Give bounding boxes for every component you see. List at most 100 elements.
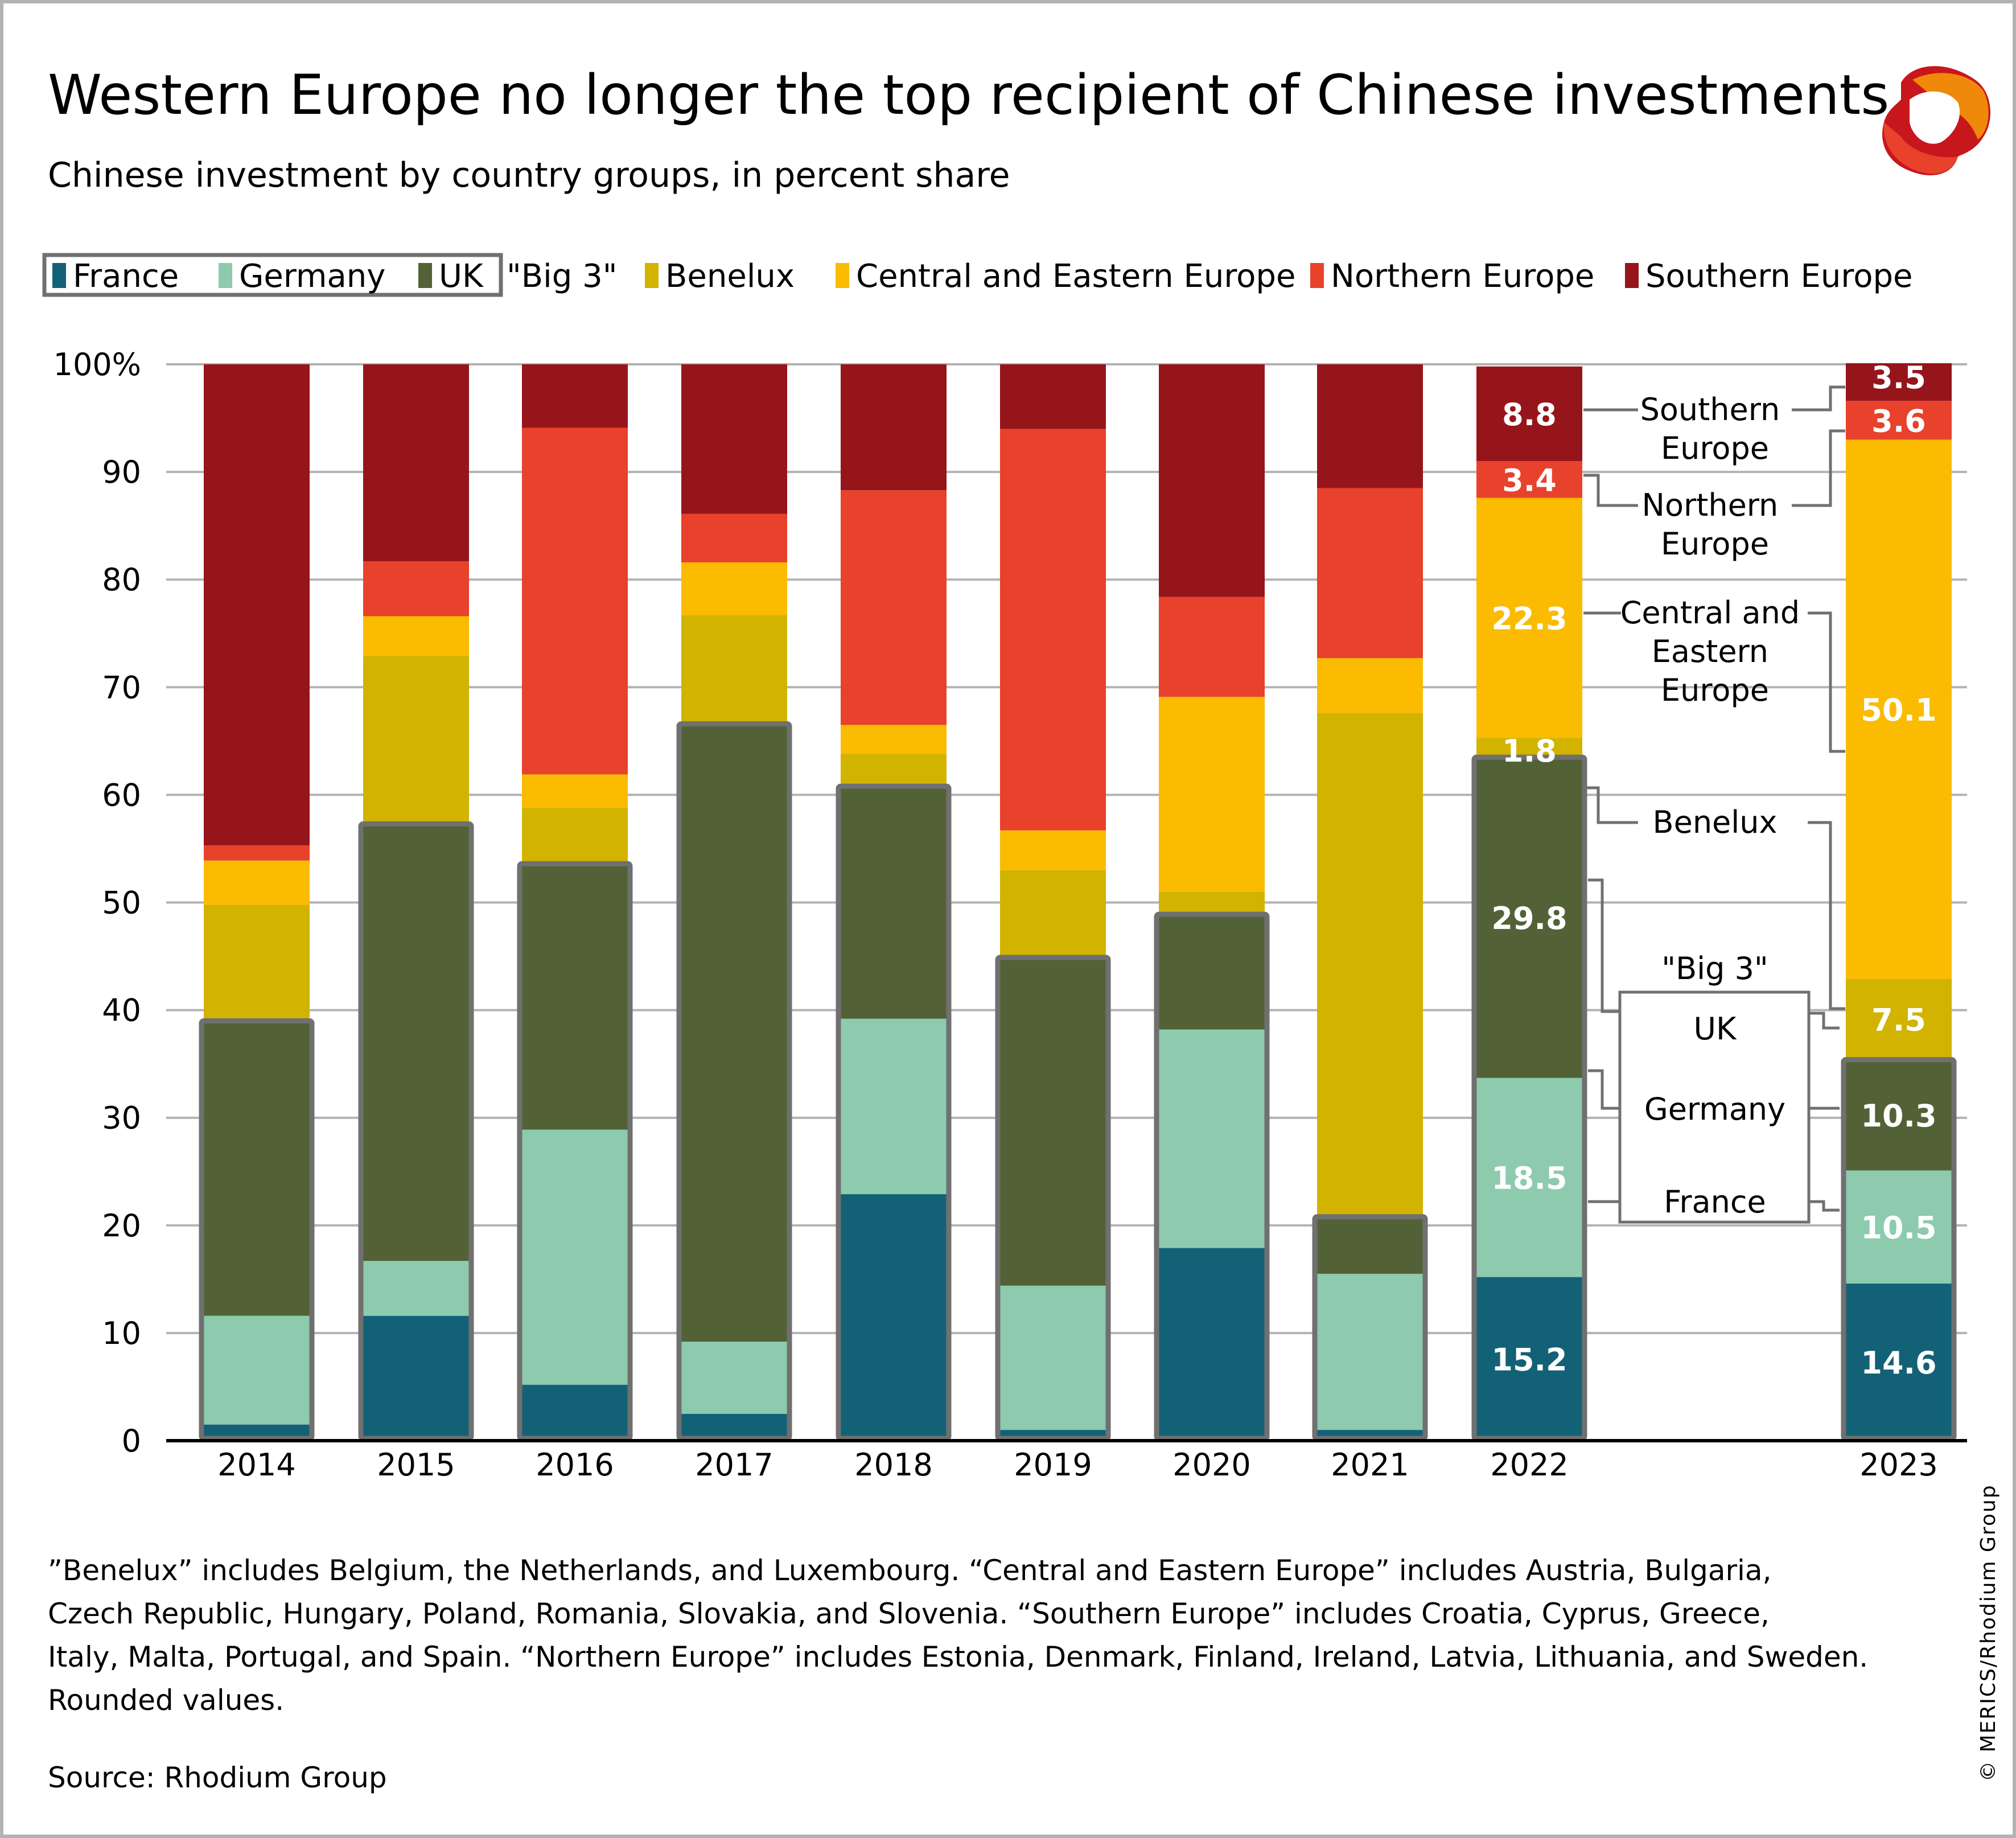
bar-segment-benelux [1000, 870, 1106, 957]
bar-segment-southern-europe [522, 364, 628, 428]
bar-segment-germany [522, 1129, 628, 1385]
bar-segment-germany [1476, 1078, 1582, 1277]
legend-item-southern-europe: Southern Europe [1625, 258, 1912, 295]
data-label: 3.6 [1871, 403, 1926, 439]
bar-segment-uk [1000, 957, 1106, 1286]
footnote-line: Italy, Malta, Portugal, and Spain. “Nort… [48, 1640, 1868, 1673]
x-tick-label: 2022 [1490, 1447, 1568, 1483]
bar-segment-benelux [681, 615, 787, 724]
bar-segment-northern-europe [363, 561, 469, 616]
legend-swatch [219, 263, 232, 288]
bar-segment-central-and-eastern-europe [204, 860, 310, 905]
big3-outline [517, 861, 633, 1441]
legend-swatch [418, 263, 432, 288]
annotation-northern: Northern Europe [1642, 487, 1788, 562]
bar-segment-benelux [204, 904, 310, 1021]
data-label: 10.3 [1861, 1098, 1936, 1134]
bar-segment-northern-europe [522, 427, 628, 775]
big3-outline [836, 783, 952, 1441]
footnote-line: Rounded values. [48, 1684, 284, 1717]
bar-segment-central-and-eastern-europe [1476, 497, 1582, 738]
legend-label: Benelux [665, 258, 795, 295]
bar-segment-benelux [363, 656, 469, 824]
bar-segment-germany [681, 1342, 787, 1414]
big3-outline [676, 721, 792, 1441]
bar-segment-central-and-eastern-europe [1159, 697, 1265, 892]
big3-outline [995, 955, 1111, 1441]
source-note: Source: Rhodium Group [48, 1761, 387, 1794]
y-tick-label: 50 [102, 885, 141, 921]
y-tick-label: 80 [102, 562, 141, 598]
bar-segment-uk [681, 723, 787, 1342]
footnote-line: Czech Republic, Hungary, Poland, Romania… [48, 1597, 1770, 1630]
bar-segment-uk [1317, 1216, 1423, 1274]
bar-segment-benelux [1317, 713, 1423, 1217]
bar-segment-southern-europe [841, 364, 947, 491]
bar-segment-northern-europe [681, 513, 787, 562]
bar-stack-2023 [1846, 363, 1952, 1441]
legend-item-benelux: Benelux [645, 258, 795, 295]
connector-benelux-left [1583, 786, 1638, 824]
x-tick-label: 2019 [1014, 1447, 1092, 1483]
connector-benelux-right [1808, 821, 1845, 1010]
bar-segment-germany [841, 1018, 947, 1194]
bar-segment-southern-europe [1846, 363, 1952, 401]
merics-logo-icon [1882, 66, 1990, 175]
bar-segment-central-and-eastern-europe [681, 562, 787, 615]
x-tick-label: 2021 [1331, 1447, 1409, 1483]
annotation-france: France [1664, 1184, 1766, 1220]
y-axis-ticks: 0 10 20 30 40 50 60 70 80 90 100% [54, 347, 141, 1459]
chart-svg: Western Europe no longer the top recipie… [42, 63, 2000, 1794]
bar-segment-uk [841, 786, 947, 1019]
legend-label: Northern Europe [1331, 258, 1594, 295]
bar-segment-central-and-eastern-europe [522, 774, 628, 808]
bar-segment-northern-europe [1476, 461, 1582, 498]
annotation-germany: Germany [1644, 1091, 1785, 1127]
bar-segment-northern-europe [1846, 401, 1952, 440]
legend-label: Central and Eastern Europe [856, 258, 1295, 295]
bar-segment-central-and-eastern-europe [363, 616, 469, 656]
x-tick-label: 2016 [536, 1447, 614, 1483]
data-label: 1.8 [1502, 733, 1557, 769]
bar-segment-germany [1000, 1285, 1106, 1430]
legend-label: UK [439, 258, 484, 295]
connector-lines [1583, 385, 1845, 1212]
connector-uk-left [1588, 878, 1620, 1013]
connector-cee-right [1808, 611, 1845, 753]
legend-swatch [836, 263, 849, 288]
legend-swatch [52, 263, 66, 288]
x-tick-label: 2017 [695, 1447, 773, 1483]
bar-stack-2014 [204, 364, 310, 1441]
legend-item-uk: UK [418, 258, 484, 295]
legend-item-central-and-eastern-europe: Central and Eastern Europe [836, 258, 1295, 295]
bar-segment-southern-europe [204, 364, 310, 846]
data-label: 3.4 [1502, 462, 1557, 498]
connector-southern-right [1792, 385, 1845, 412]
bar-segment-germany [1159, 1029, 1265, 1248]
y-tick-label: 100% [54, 347, 141, 383]
y-tick-label: 90 [102, 454, 141, 490]
bar-stack-2019 [1000, 364, 1106, 1441]
legend-label: Southern Europe [1645, 258, 1912, 295]
bar-segment-central-and-eastern-europe [1000, 830, 1106, 870]
data-label: 7.5 [1871, 1002, 1926, 1038]
legend: France Germany UK Benelux Central and Easter… [42, 253, 1912, 297]
legend-item-france: France [52, 258, 179, 295]
bar-stack-2016 [522, 364, 628, 1441]
big3-outline [1154, 911, 1270, 1441]
legend-big3-label: "Big 3" [507, 258, 617, 295]
legend-big3-box [42, 253, 503, 297]
data-label: 15.2 [1491, 1342, 1567, 1378]
chart-subtitle: Chinese investment by country groups, in… [48, 155, 1010, 195]
y-tick-label: 60 [102, 777, 141, 813]
bar-segment-uk [1159, 914, 1265, 1030]
data-label: 50.1 [1861, 692, 1936, 728]
data-label: 10.5 [1861, 1210, 1936, 1246]
chart-title: Western Europe no longer the top recipie… [48, 63, 1889, 127]
x-tick-label: 2014 [217, 1447, 295, 1483]
legend-label: France [73, 258, 179, 295]
data-label: 29.8 [1491, 901, 1567, 936]
bar-stack-2015 [363, 364, 469, 1441]
connector-northern-left [1583, 474, 1638, 507]
big3-outline [358, 821, 474, 1441]
